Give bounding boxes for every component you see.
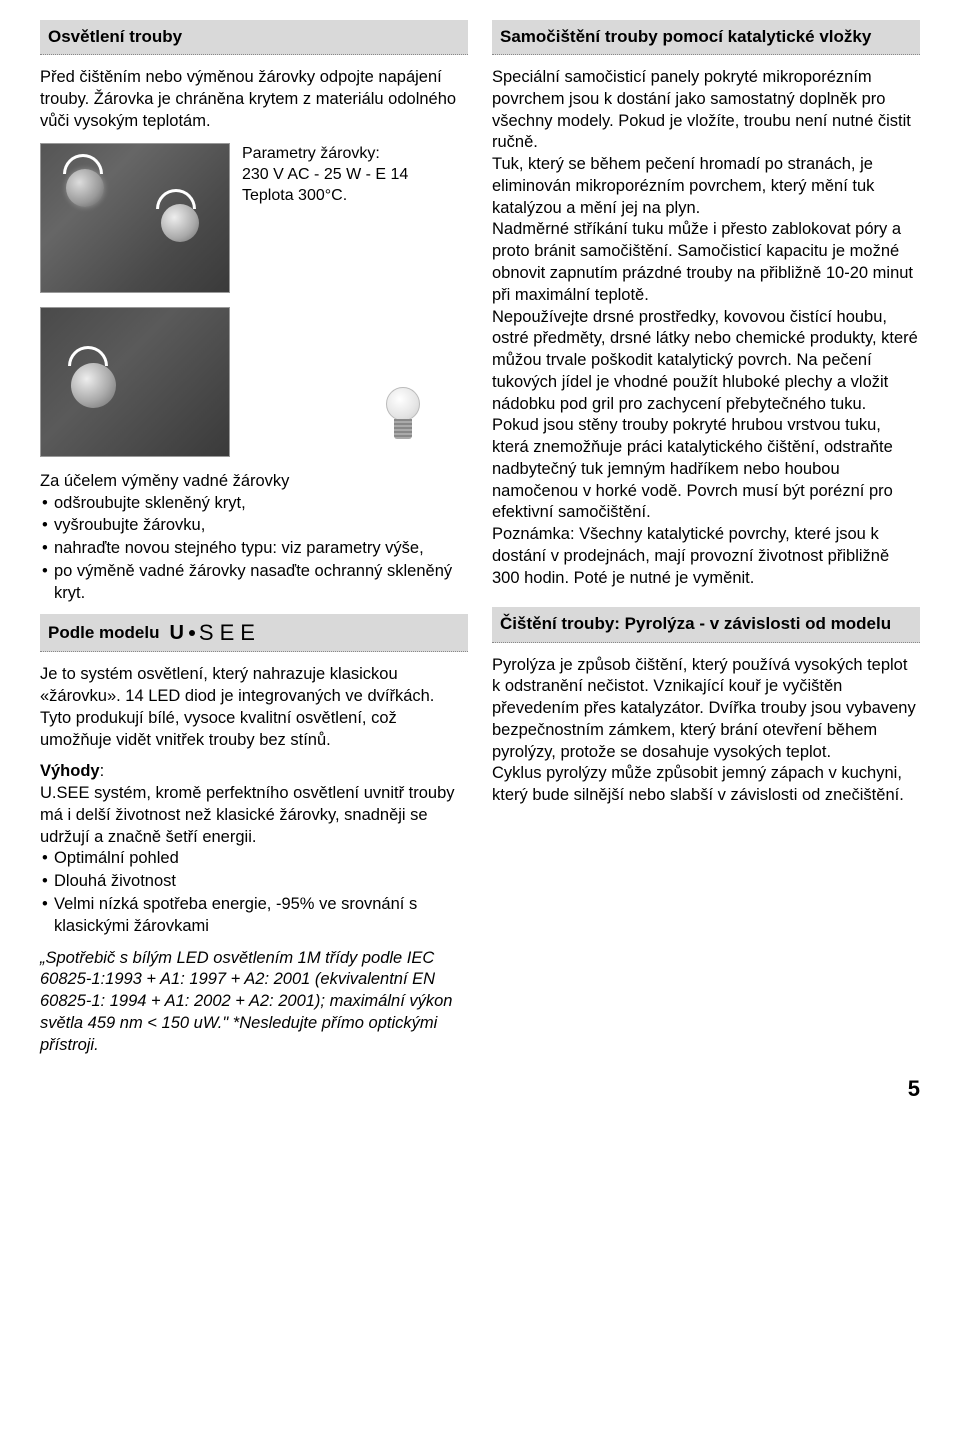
list-item: Velmi nízká spotřeba energie, -95% ve sr…	[40, 894, 468, 938]
left-column: Osvětlení trouby Před čištěním nebo výmě…	[40, 20, 468, 1056]
para-cat-2: Tuk, který se během pečení hromadí po st…	[492, 154, 920, 219]
photo-bulb-replace-bottom	[40, 307, 230, 457]
para-spec-italic: „Spotřebič s bílým LED osvětlením 1M tří…	[40, 948, 468, 1057]
list-item: vyšroubujte žárovku,	[40, 515, 468, 537]
heading-model: Podle modelu USEE	[40, 614, 468, 652]
heading-pyrolysis: Čištění trouby: Pyrolýza - v závislosti …	[492, 607, 920, 642]
para-cat-1: Speciální samočisticí panely pokryté mik…	[492, 67, 920, 154]
list-item: nahraďte novou stejného typu: viz parame…	[40, 538, 468, 560]
para-cat-3: Nadměrné stříkání tuku může i přesto zab…	[492, 219, 920, 306]
rotation-arrow-icon	[63, 154, 103, 174]
page-number: 5	[40, 1074, 920, 1103]
advantages-list: Optimální pohled Dlouhá životnost Velmi …	[40, 848, 468, 937]
advantages-label: Výhody:	[40, 761, 468, 783]
params-line1: 230 V AC - 25 W - E 14	[242, 164, 468, 185]
heading-lighting: Osvětlení trouby	[40, 20, 468, 55]
list-item: po výměně vadné žárovky nasaďte ochranný…	[40, 561, 468, 605]
para-cat-4: Nepoužívejte drsné prostředky, kovovou č…	[492, 307, 920, 416]
model-label: Podle modelu	[48, 622, 159, 644]
rotation-arrow-icon	[156, 189, 196, 209]
list-item: odšroubujte skleněný kryt,	[40, 493, 468, 515]
para-cat-5: Pokud jsou stěny trouby pokryté hrubou v…	[492, 415, 920, 524]
heading-catalytic: Samočištění trouby pomocí katalytické vl…	[492, 20, 920, 55]
para-intro: Před čištěním nebo výměnou žárovky odpoj…	[40, 67, 468, 132]
rotation-arrow-icon	[68, 346, 108, 366]
right-column: Samočištění trouby pomocí katalytické vl…	[492, 20, 920, 1056]
replace-steps-list: odšroubujte skleněný kryt, vyšroubujte ž…	[40, 493, 468, 605]
usee-logo-icon: USEE	[169, 618, 260, 647]
para-pyr-2: Cyklus pyrolýzy může způsobit jemný zápa…	[492, 763, 920, 807]
bulb-params: Parametry žárovky: 230 V AC - 25 W - E 1…	[242, 143, 468, 206]
params-line2: Teplota 300°C.	[242, 185, 468, 206]
photo-bulb-replace-top	[40, 143, 230, 293]
list-item: Optimální pohled	[40, 848, 468, 870]
replace-intro: Za účelem výměny vadné žárovky	[40, 471, 468, 493]
para-pyr-1: Pyrolýza je způsob čištění, který použív…	[492, 655, 920, 764]
bulb-icon	[378, 387, 428, 457]
image-params-row: Parametry žárovky: 230 V AC - 25 W - E 1…	[40, 143, 468, 293]
para-usee-desc: Je to systém osvětlení, který nahrazuje …	[40, 664, 468, 751]
image-bulb-row	[40, 307, 468, 457]
para-usee-adv: U.SEE systém, kromě perfektního osvětlen…	[40, 783, 468, 848]
list-item: Dlouhá životnost	[40, 871, 468, 893]
para-cat-6: Poznámka: Všechny katalytické povrchy, k…	[492, 524, 920, 589]
params-label: Parametry žárovky:	[242, 143, 468, 164]
